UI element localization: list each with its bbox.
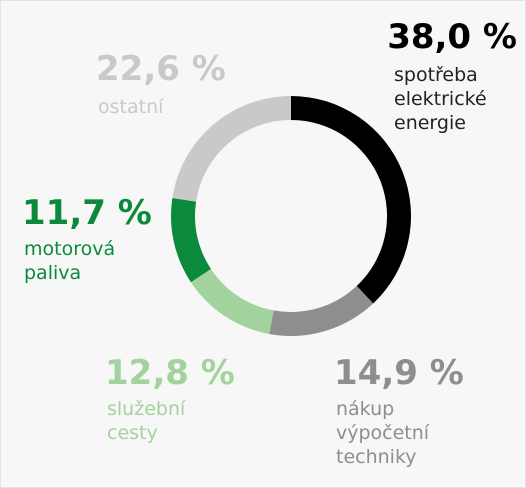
category-label: nákup výpočetní techniky bbox=[336, 398, 430, 468]
value-label: 14,9 % bbox=[334, 353, 464, 393]
category-label: ostatní bbox=[98, 96, 164, 118]
value-label: 11,7 % bbox=[22, 193, 152, 233]
category-label: motorová paliva bbox=[24, 238, 116, 284]
category-label: spotřeba elektrické energie bbox=[394, 64, 487, 134]
category-label: služební cesty bbox=[107, 398, 186, 444]
donut-slice bbox=[291, 96, 411, 304]
value-label: 12,8 % bbox=[105, 353, 235, 393]
donut-slice bbox=[269, 285, 374, 336]
donut-slice bbox=[171, 197, 211, 283]
donut-slice bbox=[190, 268, 274, 335]
value-label: 22,6 % bbox=[96, 49, 226, 89]
donut-slice bbox=[172, 96, 291, 202]
value-label: 38,0 % bbox=[387, 17, 517, 57]
